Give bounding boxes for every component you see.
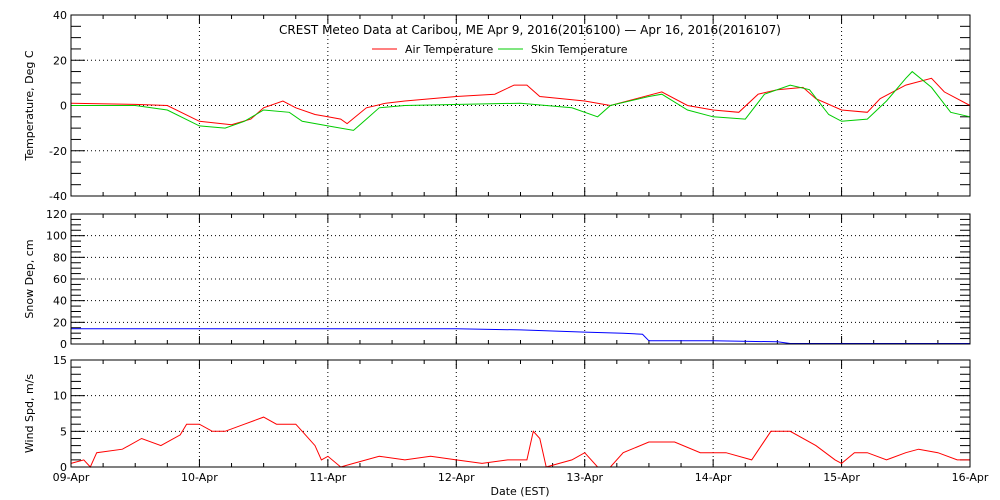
y-tick-label: -20	[49, 145, 67, 158]
y-axis-label: Wind Spd, m/s	[23, 374, 36, 454]
x-tick-label: 12-Apr	[438, 471, 475, 484]
y-axis-label: Temperature, Deg C	[23, 50, 36, 161]
y-tick-label: 100	[46, 230, 67, 243]
x-tick-label: 10-Apr	[181, 471, 218, 484]
y-tick-label: 20	[53, 54, 67, 67]
y-axis-label: Snow Dep, cm	[23, 239, 36, 318]
y-tick-label: 80	[53, 251, 67, 264]
series-snow-depth	[71, 328, 970, 344]
y-tick-label: -40	[49, 190, 67, 203]
x-tick-label: 09-Apr	[53, 471, 90, 484]
x-tick-label: 14-Apr	[695, 471, 732, 484]
y-tick-label: 0	[60, 461, 67, 474]
y-tick-label: 15	[53, 354, 67, 367]
panel-1: -40 -20 0 20 40 Temperature, Deg C	[23, 9, 971, 203]
legend-air-label: Air Temperature	[405, 43, 494, 56]
legend: Air Temperature Skin Temperature	[372, 43, 628, 56]
panel-2: 0 20 40 60 80 100 120 Snow Dep, cm	[23, 208, 971, 351]
y-tick-label: 40	[53, 295, 67, 308]
y-tick-label: 0	[60, 100, 67, 113]
chart-title: CREST Meteo Data at Caribou, ME Apr 9, 2…	[279, 23, 781, 37]
x-tick-label: 15-Apr	[823, 471, 860, 484]
y-tick-label: 60	[53, 273, 67, 286]
legend-skin-label: Skin Temperature	[531, 43, 628, 56]
y-tick-label: 5	[60, 425, 67, 438]
y-tick-label: 10	[53, 390, 67, 403]
series-skin-temperature	[71, 70, 971, 131]
panel-3: 0 5 10 15 Wind Spd, m/s	[23, 354, 971, 474]
plot-frame	[70, 359, 971, 468]
x-tick-label: 11-Apr	[309, 471, 346, 484]
y-tick-label: 120	[46, 208, 67, 221]
plot-frame	[70, 14, 971, 197]
plot-frame	[70, 213, 971, 345]
series-wind-speed	[70, 416, 970, 468]
y-tick-label: 20	[53, 316, 67, 329]
series-air-temperature	[70, 77, 971, 126]
y-tick-label: 40	[53, 9, 67, 22]
y-tick-label: 0	[60, 338, 67, 351]
x-tick-label: 13-Apr	[566, 471, 603, 484]
x-axis-label: Date (EST)	[490, 485, 549, 498]
x-tick-label: 16-Apr	[952, 471, 989, 484]
